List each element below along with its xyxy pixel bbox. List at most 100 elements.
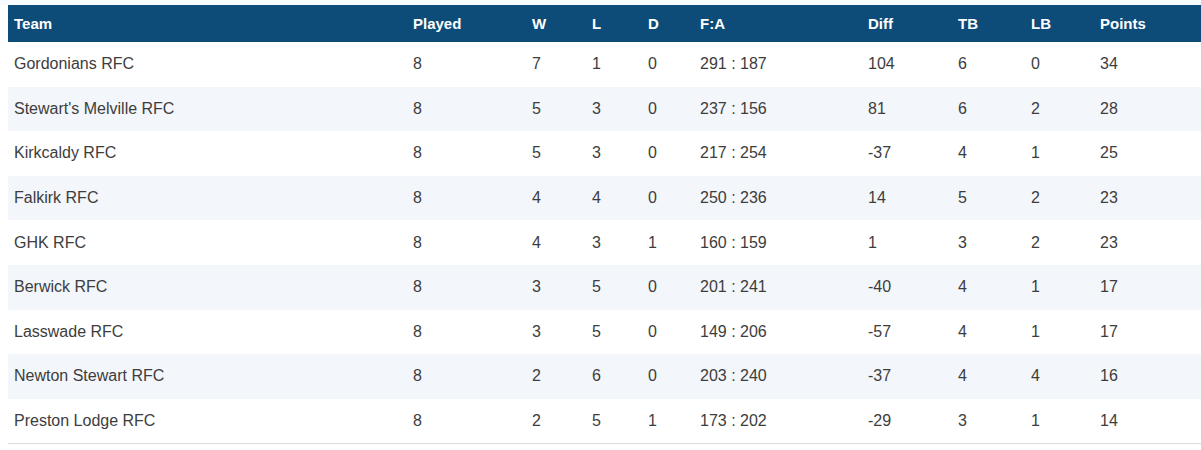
cell-lb: 2: [1031, 220, 1100, 265]
cell-w: 2: [532, 399, 592, 444]
cell-points: 23: [1100, 220, 1201, 265]
cell-l: 5: [592, 310, 648, 355]
column-header-losing-bonus: LB: [1031, 5, 1100, 42]
cell-played: 8: [413, 176, 532, 221]
cell-fa: 149 : 206: [700, 310, 868, 355]
cell-points: 17: [1100, 265, 1201, 310]
cell-d: 0: [648, 310, 700, 355]
table-row: Gordonians RFC8710291 : 1871046034: [8, 42, 1201, 87]
cell-l: 1: [592, 42, 648, 87]
cell-team-name: Berwick RFC: [8, 265, 413, 310]
table-row: Lasswade RFC8350149 : 206-574117: [8, 310, 1201, 355]
table-row: Falkirk RFC8440250 : 236145223: [8, 176, 1201, 221]
table-row: GHK RFC8431160 : 15913223: [8, 220, 1201, 265]
league-table-header: Team Played W L D F:A Diff TB LB Points: [8, 5, 1201, 42]
cell-diff: -29: [868, 399, 958, 444]
cell-team-name: Gordonians RFC: [8, 42, 413, 87]
cell-team-name: Newton Stewart RFC: [8, 354, 413, 399]
table-row: Kirkcaldy RFC8530217 : 254-374125: [8, 131, 1201, 176]
cell-tb: 4: [958, 310, 1031, 355]
cell-team-name: Stewart's Melville RFC: [8, 87, 413, 132]
cell-played: 8: [413, 42, 532, 87]
cell-lb: 2: [1031, 176, 1100, 221]
cell-tb: 6: [958, 87, 1031, 132]
league-table-body: Gordonians RFC8710291 : 1871046034Stewar…: [8, 42, 1201, 444]
cell-lb: 2: [1031, 87, 1100, 132]
column-header-losses: L: [592, 5, 648, 42]
cell-l: 4: [592, 176, 648, 221]
cell-fa: 250 : 236: [700, 176, 868, 221]
cell-d: 1: [648, 399, 700, 444]
cell-fa: 291 : 187: [700, 42, 868, 87]
cell-fa: 203 : 240: [700, 354, 868, 399]
cell-fa: 237 : 156: [700, 87, 868, 132]
cell-l: 3: [592, 220, 648, 265]
cell-diff: 1: [868, 220, 958, 265]
cell-d: 0: [648, 131, 700, 176]
cell-d: 0: [648, 265, 700, 310]
cell-diff: 104: [868, 42, 958, 87]
cell-diff: 14: [868, 176, 958, 221]
cell-lb: 0: [1031, 42, 1100, 87]
table-row: Newton Stewart RFC8260203 : 240-374416: [8, 354, 1201, 399]
cell-played: 8: [413, 310, 532, 355]
table-row: Stewart's Melville RFC8530237 : 15681622…: [8, 87, 1201, 132]
cell-diff: -37: [868, 131, 958, 176]
cell-tb: 5: [958, 176, 1031, 221]
cell-tb: 3: [958, 399, 1031, 444]
cell-team-name: Kirkcaldy RFC: [8, 131, 413, 176]
cell-points: 17: [1100, 310, 1201, 355]
cell-diff: -40: [868, 265, 958, 310]
table-row: Preston Lodge RFC8251173 : 202-293114: [8, 399, 1201, 444]
cell-points: 34: [1100, 42, 1201, 87]
cell-team-name: Preston Lodge RFC: [8, 399, 413, 444]
cell-w: 5: [532, 131, 592, 176]
cell-l: 5: [592, 399, 648, 444]
cell-d: 0: [648, 176, 700, 221]
column-header-team: Team: [8, 5, 413, 42]
column-header-wins: W: [532, 5, 592, 42]
cell-l: 6: [592, 354, 648, 399]
cell-w: 5: [532, 87, 592, 132]
cell-lb: 1: [1031, 310, 1100, 355]
cell-l: 3: [592, 131, 648, 176]
cell-played: 8: [413, 220, 532, 265]
cell-lb: 1: [1031, 399, 1100, 444]
cell-d: 0: [648, 354, 700, 399]
column-header-draws: D: [648, 5, 700, 42]
cell-team-name: GHK RFC: [8, 220, 413, 265]
cell-played: 8: [413, 265, 532, 310]
cell-lb: 4: [1031, 354, 1100, 399]
cell-team-name: Lasswade RFC: [8, 310, 413, 355]
column-header-played: Played: [413, 5, 532, 42]
cell-w: 3: [532, 265, 592, 310]
cell-diff: -37: [868, 354, 958, 399]
column-header-points: Points: [1100, 5, 1201, 42]
cell-tb: 6: [958, 42, 1031, 87]
header-row: Team Played W L D F:A Diff TB LB Points: [8, 5, 1201, 42]
cell-w: 3: [532, 310, 592, 355]
cell-played: 8: [413, 399, 532, 444]
cell-fa: 217 : 254: [700, 131, 868, 176]
cell-points: 25: [1100, 131, 1201, 176]
column-header-for-against: F:A: [700, 5, 868, 42]
league-table: Team Played W L D F:A Diff TB LB Points …: [8, 5, 1201, 444]
cell-played: 8: [413, 87, 532, 132]
cell-tb: 4: [958, 354, 1031, 399]
cell-fa: 173 : 202: [700, 399, 868, 444]
cell-diff: -57: [868, 310, 958, 355]
cell-l: 3: [592, 87, 648, 132]
cell-played: 8: [413, 131, 532, 176]
cell-d: 1: [648, 220, 700, 265]
cell-w: 2: [532, 354, 592, 399]
cell-w: 4: [532, 220, 592, 265]
cell-points: 28: [1100, 87, 1201, 132]
table-row: Berwick RFC8350201 : 241-404117: [8, 265, 1201, 310]
cell-w: 4: [532, 176, 592, 221]
cell-points: 23: [1100, 176, 1201, 221]
column-header-try-bonus: TB: [958, 5, 1031, 42]
cell-d: 0: [648, 87, 700, 132]
cell-tb: 3: [958, 220, 1031, 265]
cell-lb: 1: [1031, 131, 1100, 176]
cell-lb: 1: [1031, 265, 1100, 310]
